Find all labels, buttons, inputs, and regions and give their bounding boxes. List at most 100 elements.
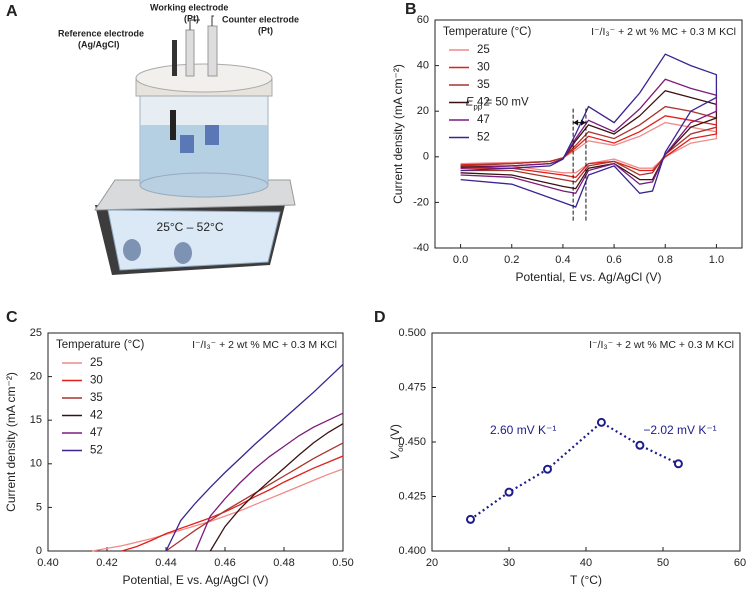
point xyxy=(635,440,645,450)
series-line xyxy=(460,78,718,195)
working-electrode xyxy=(180,135,194,153)
arrow-head xyxy=(573,119,586,126)
legend-label: 52 xyxy=(90,445,103,457)
x-tick-label: 0.42 xyxy=(96,557,117,569)
label: Working electrode xyxy=(150,2,228,12)
legend-label: 35 xyxy=(90,392,103,404)
legend-label: 25 xyxy=(90,357,103,369)
series-line xyxy=(92,468,344,552)
subtitle: I⁻/I₃⁻ + 2 wt % MC + 0.3 M KCl xyxy=(589,339,734,351)
hotplate-panel xyxy=(107,209,281,271)
point xyxy=(543,464,552,474)
plot-frame xyxy=(434,19,743,249)
y-tick-label: 0 xyxy=(423,151,429,163)
text-part: pp xyxy=(473,102,482,111)
legend-label: 25 xyxy=(477,44,490,56)
label: (Ag/AgCl) xyxy=(78,39,120,49)
y-tick-label: 60 xyxy=(417,14,429,26)
y-tick-label: 25 xyxy=(30,327,42,339)
x-tick-label: 60 xyxy=(734,557,746,569)
temperature-display: 25°C – 52°C xyxy=(157,220,224,234)
y-tick-label: 0.500 xyxy=(398,327,426,339)
x-tick-label: 0.50 xyxy=(332,557,353,569)
text-part: = 50 mV xyxy=(482,97,529,109)
y-tick-label: 20 xyxy=(30,371,42,383)
y-tick-label: 20 xyxy=(417,105,429,117)
y-axis-label: Current density (mA cm⁻²) xyxy=(4,372,18,512)
x-tick-label: 0.40 xyxy=(37,557,58,569)
text-part: E xyxy=(466,97,474,109)
reference-electrode xyxy=(170,110,176,140)
panel-label: B xyxy=(405,1,417,18)
legend-label: 52 xyxy=(477,132,490,144)
x-tick-label: 0.46 xyxy=(214,557,235,569)
annotation: Epp = 50 mV xyxy=(466,97,529,112)
working-rod xyxy=(185,29,195,77)
label: Reference electrode xyxy=(58,28,144,38)
beaker-bottom xyxy=(139,172,269,198)
y-tick-label: 0.450 xyxy=(398,436,426,448)
panel-label: D xyxy=(374,309,386,326)
legend-label: 30 xyxy=(477,62,490,74)
x-tick-label: 30 xyxy=(503,557,515,569)
legend-label: 42 xyxy=(477,97,490,109)
point xyxy=(596,417,606,427)
y-tick-label: -20 xyxy=(413,196,429,208)
x-tick-label: 0.8 xyxy=(658,254,673,266)
text-part: V xyxy=(388,451,402,460)
series-line xyxy=(460,105,718,183)
series-line xyxy=(165,363,344,552)
reference-rod xyxy=(172,40,177,76)
series-line xyxy=(209,423,344,552)
y-tick-label: 0.425 xyxy=(398,490,426,502)
series-line xyxy=(460,115,718,179)
y-tick-label: 0 xyxy=(36,545,42,557)
x-axis-label: Potential, E vs. Ag/AgCl (V) xyxy=(515,270,661,284)
x-tick-label: 0.4 xyxy=(555,254,570,266)
annotation: −2.02 mV K⁻¹ xyxy=(643,423,716,437)
legend-label: 42 xyxy=(90,410,103,422)
trend-line xyxy=(469,421,679,521)
y-tick-label: -40 xyxy=(413,242,429,254)
x-tick-label: 0.6 xyxy=(606,254,621,266)
counter-electrode xyxy=(205,125,219,145)
illustration: A 25°C – 52°C Working electrode (Pt) Ref… xyxy=(6,2,299,275)
point xyxy=(504,487,514,497)
label: (Pt) xyxy=(184,13,199,23)
x-tick-label: 20 xyxy=(426,557,438,569)
series-line xyxy=(194,412,344,552)
knob xyxy=(174,242,192,264)
y-axis-label: Current density (mA cm⁻²) xyxy=(391,64,405,204)
x-tick-label: 50 xyxy=(657,557,669,569)
subtitle: I⁻/I₃⁻ + 2 wt % MC + 0.3 M KCl xyxy=(591,26,736,38)
legend-label: 30 xyxy=(90,375,103,387)
knob xyxy=(123,239,141,261)
x-axis-label: Potential, E vs. Ag/AgCl (V) xyxy=(122,573,268,587)
label: Counter electrode xyxy=(222,14,299,24)
x-tick-label: 0.0 xyxy=(453,254,468,266)
legend-title: Temperature (°C) xyxy=(56,339,144,351)
subtitle: I⁻/I₃⁻ + 2 wt % MC + 0.3 M KCl xyxy=(192,339,337,351)
y-tick-label: 5 xyxy=(36,501,42,513)
series-line xyxy=(460,53,718,208)
series-line xyxy=(460,121,718,174)
x-tick-label: 0.44 xyxy=(155,557,176,569)
x-tick-label: 0.2 xyxy=(504,254,519,266)
series-line xyxy=(165,442,344,552)
panel-label: C xyxy=(6,309,18,326)
annotation: 2.60 mV K⁻¹ xyxy=(490,423,556,437)
y-tick-label: 40 xyxy=(417,60,429,72)
legend-label: 47 xyxy=(477,114,490,126)
legend-label: 47 xyxy=(90,427,103,439)
lid-top xyxy=(135,63,273,93)
panel-label: A xyxy=(6,3,18,20)
legend-title: Temperature (°C) xyxy=(443,26,531,38)
text-part: (V) xyxy=(388,424,402,443)
y-tick-label: 15 xyxy=(30,414,42,426)
point xyxy=(673,459,683,469)
series-line xyxy=(121,455,344,552)
text-part: oc xyxy=(396,443,405,451)
y-axis-label: Voc (V) xyxy=(388,424,404,460)
legend-label: 35 xyxy=(477,79,490,91)
